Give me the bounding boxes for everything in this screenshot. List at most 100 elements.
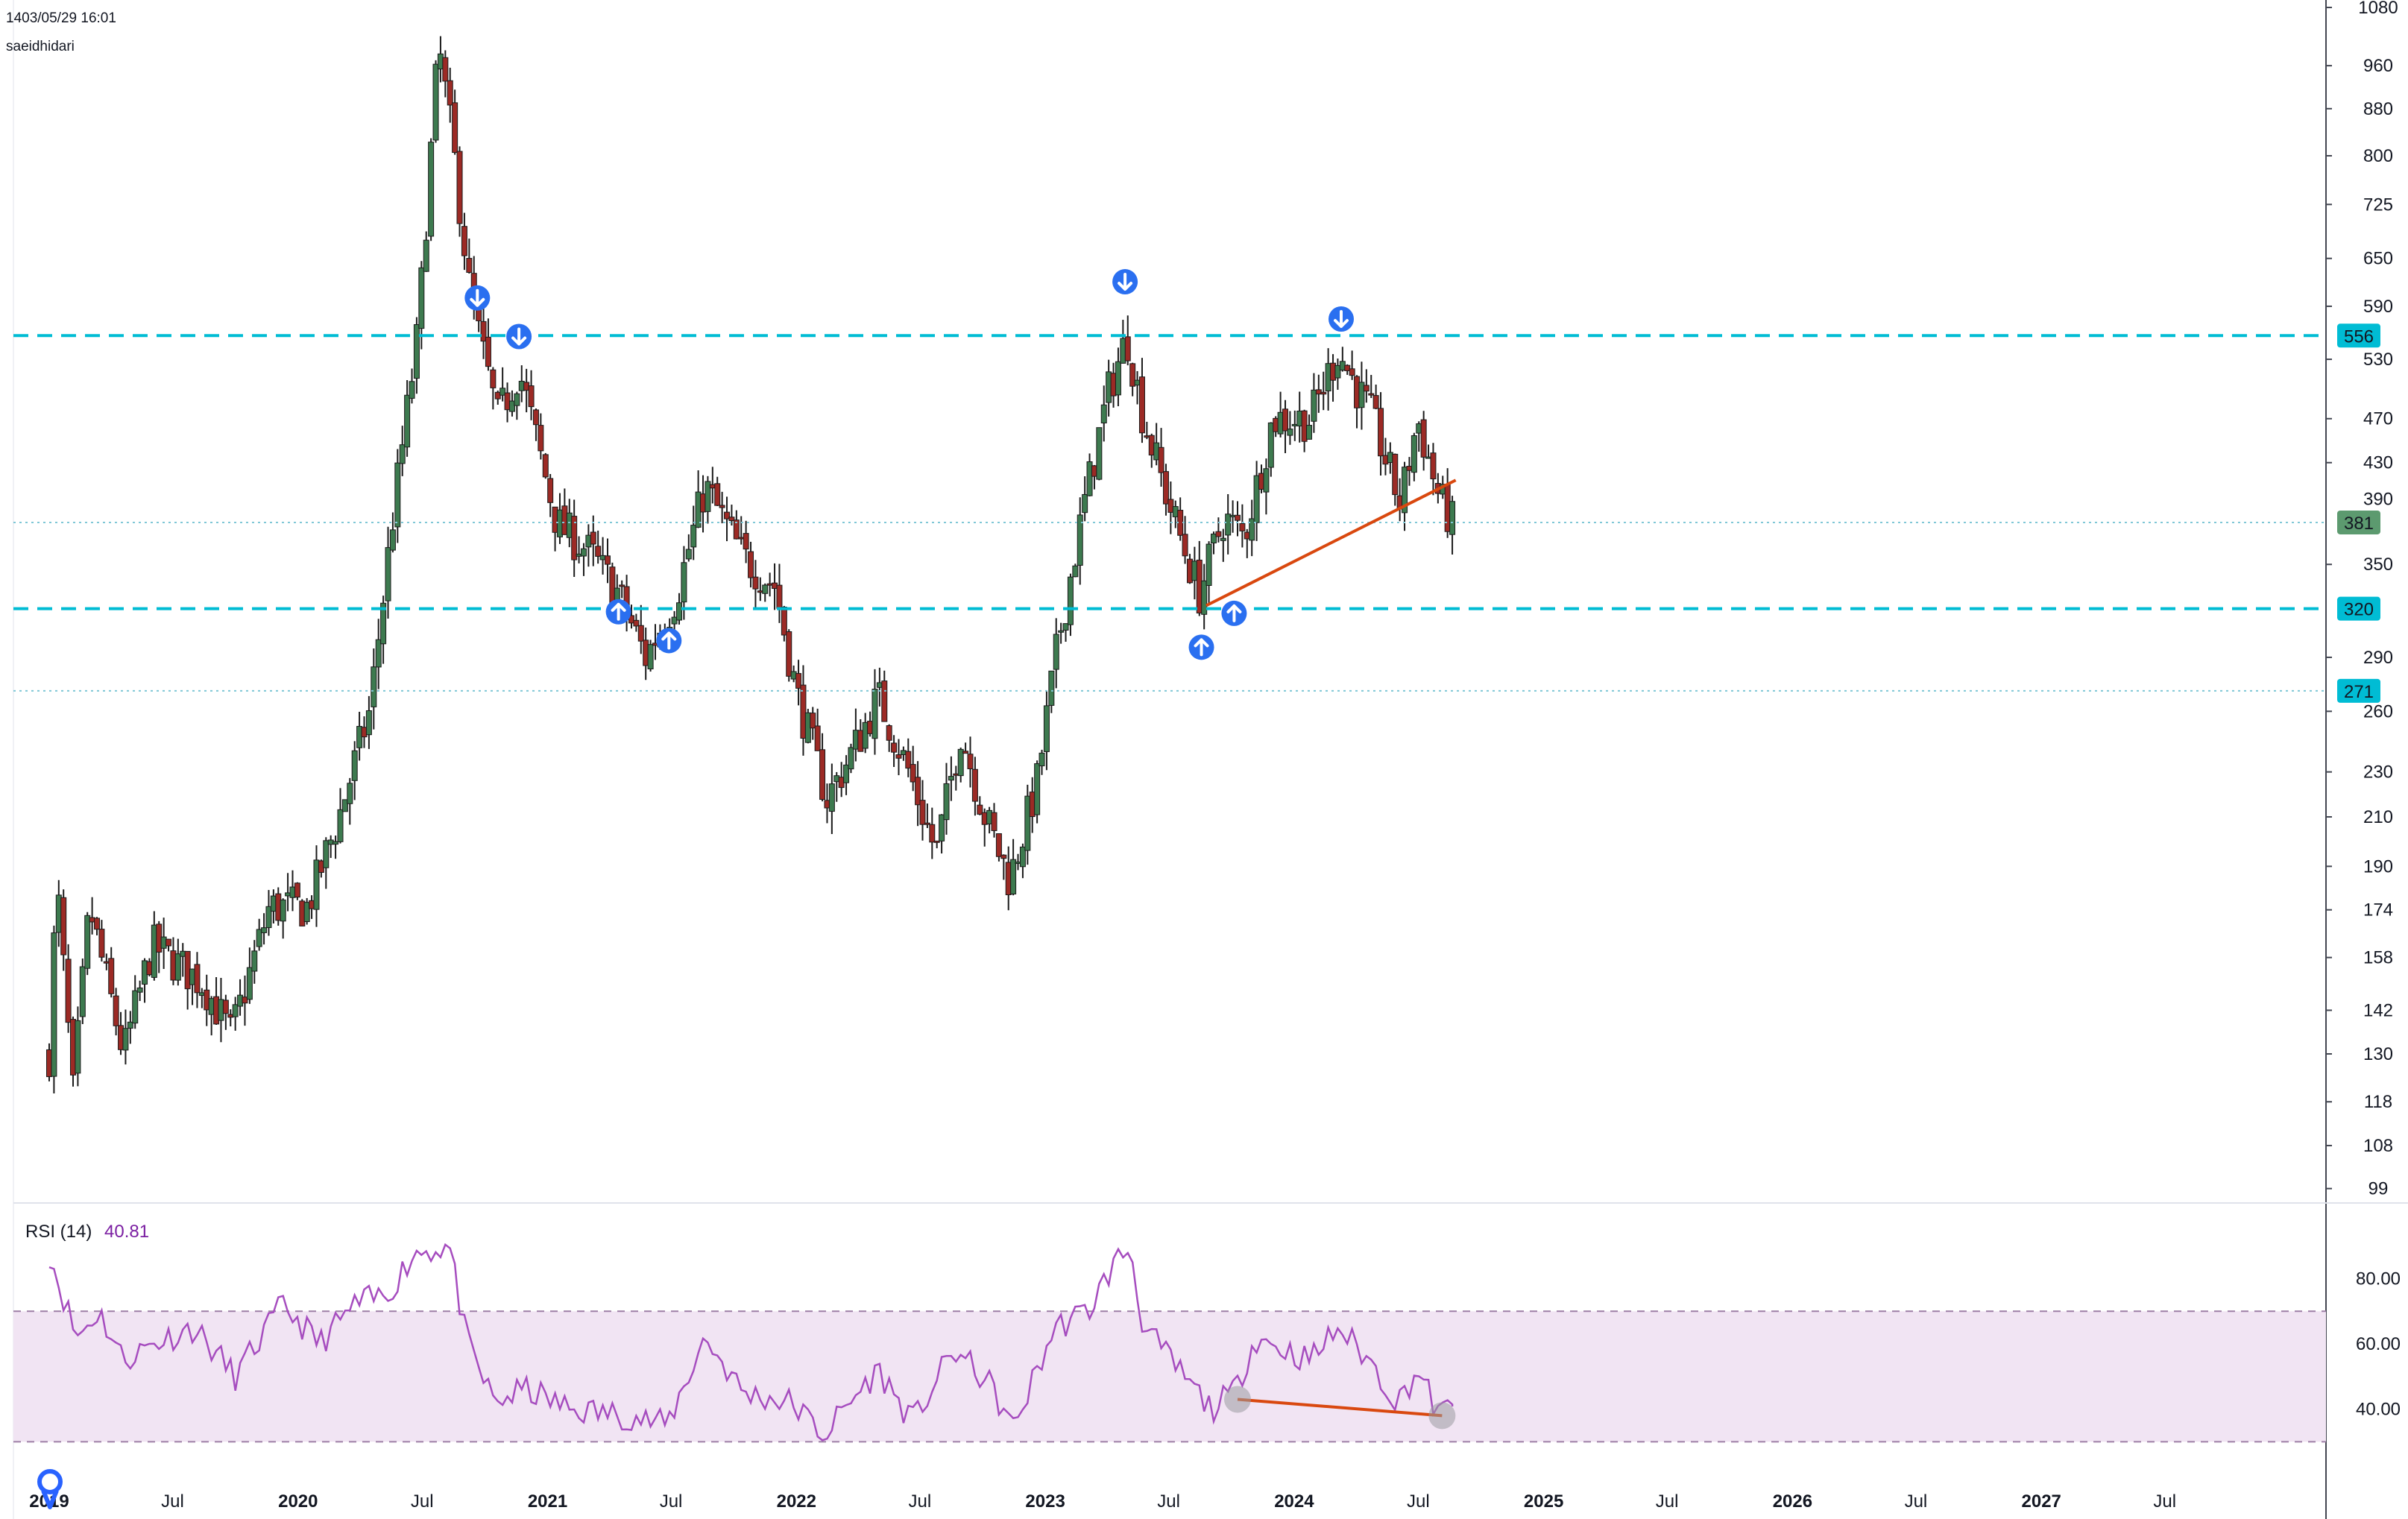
candle — [514, 391, 520, 420]
candle-body — [1129, 363, 1136, 387]
candle — [967, 736, 974, 788]
candle-body — [1072, 565, 1079, 578]
candle-body — [508, 400, 515, 412]
buy-signal-icon[interactable] — [1221, 600, 1247, 626]
candle-body — [1402, 467, 1408, 514]
candle-body — [428, 142, 435, 237]
candle — [132, 975, 139, 1029]
candle — [1053, 618, 1059, 689]
candle-body — [604, 555, 611, 565]
candle — [341, 799, 348, 812]
candle — [690, 505, 697, 560]
candle — [585, 524, 592, 567]
price-tag-bg — [2337, 510, 2380, 534]
candle — [385, 526, 391, 619]
candle-body — [1234, 514, 1241, 521]
price-tick-label: 880 — [2363, 99, 2393, 119]
candle-body — [242, 997, 248, 1004]
candle-body — [891, 742, 898, 753]
candle-body — [542, 454, 549, 478]
candle — [781, 605, 787, 642]
candle — [1287, 411, 1293, 445]
candle-body — [51, 932, 57, 1077]
candle-body — [1320, 391, 1327, 395]
rsi-tick-label: 40.00 — [2356, 1400, 2401, 1420]
candle-body — [341, 799, 348, 812]
candle — [127, 1011, 133, 1044]
sell-signal-icon[interactable] — [1328, 306, 1354, 332]
sell-signal-icon[interactable] — [464, 285, 491, 311]
candle-body — [1115, 361, 1121, 396]
sell-signal-icon[interactable] — [506, 323, 532, 350]
candle-body — [781, 607, 787, 636]
candle — [413, 317, 420, 394]
candle — [962, 742, 969, 754]
candle-body — [547, 478, 554, 503]
candle-body — [1067, 576, 1074, 625]
candle-body — [84, 915, 91, 969]
candle — [547, 473, 554, 517]
buy-signal-icon[interactable] — [1188, 634, 1214, 660]
candle — [265, 890, 272, 936]
candle — [108, 947, 115, 998]
price-tag-bg — [2337, 596, 2380, 621]
candle — [1000, 854, 1007, 880]
candle-body — [222, 999, 229, 1014]
candle-body — [447, 80, 453, 106]
tradingview-logo-icon[interactable] — [34, 1468, 66, 1510]
price-tag-556: 556 — [2337, 323, 2380, 348]
candle-body — [795, 673, 802, 689]
candle — [685, 534, 692, 562]
rsi-line[interactable] — [48, 1242, 1454, 1441]
candle — [251, 940, 258, 984]
candle — [1449, 496, 1456, 555]
candle — [490, 367, 497, 410]
candle — [256, 918, 262, 951]
time-tick-label: 2022 — [777, 1491, 816, 1512]
price-tick-label: 590 — [2363, 297, 2393, 317]
candle-body — [1249, 518, 1255, 541]
rsi-divergence-line[interactable] — [1237, 1398, 1443, 1418]
candle — [1358, 361, 1365, 430]
time-tick-label: 2026 — [1773, 1491, 1812, 1512]
candle — [222, 994, 229, 1030]
trendline[interactable] — [1205, 479, 1457, 607]
candle — [943, 762, 950, 835]
candle — [1420, 411, 1427, 471]
candle — [1430, 443, 1437, 496]
sell-signal-icon[interactable] — [1112, 269, 1138, 295]
candle — [1086, 453, 1093, 497]
candle-body — [532, 409, 539, 426]
candle — [637, 604, 644, 654]
price-tag-bg — [2337, 678, 2380, 703]
candle — [800, 665, 807, 756]
candle-body — [886, 725, 892, 741]
candle — [633, 613, 640, 632]
buy-signal-icon[interactable] — [605, 599, 631, 625]
candle-body — [848, 747, 854, 770]
candle-body — [1287, 429, 1293, 436]
candle-body — [65, 959, 72, 1023]
candle-body — [394, 462, 401, 528]
candle — [538, 413, 544, 460]
candle-body — [619, 584, 625, 587]
price-tick-label: 158 — [2363, 948, 2393, 968]
candle — [1082, 476, 1088, 522]
candle-body — [251, 950, 258, 972]
candle — [1402, 461, 1408, 531]
candle-body — [762, 584, 769, 594]
candle — [442, 50, 449, 98]
candle-body — [1201, 580, 1208, 615]
candle — [1372, 384, 1379, 410]
candle — [1267, 422, 1274, 477]
candle-body — [995, 833, 1002, 857]
candle-body — [967, 754, 974, 770]
candle-body — [423, 239, 429, 272]
buy-signal-icon[interactable] — [656, 628, 682, 654]
candle — [261, 913, 268, 945]
candle — [242, 975, 248, 1026]
candle — [886, 724, 892, 752]
candle-body — [1253, 475, 1260, 523]
